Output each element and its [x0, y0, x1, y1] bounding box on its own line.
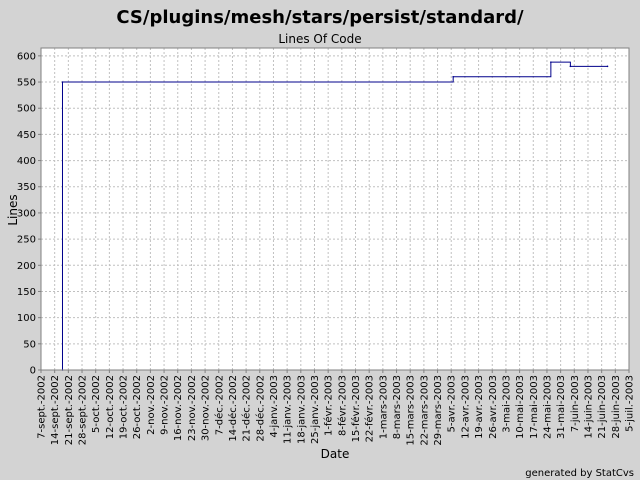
x-tick-label: 10-mai-2003: [515, 375, 526, 439]
x-tick-label: 30-nov.-2002: [201, 375, 212, 441]
y-tick-label: 50: [23, 339, 36, 350]
x-tick-label: 1-févr.-2003: [323, 375, 335, 436]
y-axis-label: Lines: [6, 194, 20, 225]
x-tick-label: 7-sept.-2002: [37, 375, 48, 439]
y-tick-label: 450: [17, 130, 36, 141]
data-point: [452, 75, 454, 78]
y-tick-label: 350: [17, 182, 36, 193]
x-tick-label: 19-avr.-2003: [474, 375, 485, 439]
x-tick-label: 5-avr.-2003: [447, 375, 458, 432]
x-axis: 7-sept.-2002 14-sept.-2002 21-sept.-2002 28…: [37, 370, 636, 446]
x-tick-label: 3-mai-2003: [501, 375, 512, 433]
x-tick-label: 8-mars-2003: [392, 375, 403, 439]
x-tick-label: 15-févr.-2003: [350, 375, 362, 442]
y-tick-label: 600: [17, 51, 36, 62]
x-tick-label: 28-sept.-2002: [78, 375, 89, 445]
x-tick-label: 14-sept.-2002: [50, 375, 61, 445]
x-tick-label: 12-oct.-2002: [105, 375, 116, 439]
y-tick-label: 0: [30, 366, 36, 377]
x-tick-label: 1-mars-2003: [378, 375, 389, 439]
y-tick-label: 300: [17, 208, 36, 219]
generated-by-label: generated by StatCvs: [525, 468, 634, 479]
x-tick-label: 28-déc.-2002: [254, 375, 266, 442]
data-point: [61, 81, 64, 83]
y-tick-label: 550: [17, 78, 36, 89]
data-point: [569, 65, 572, 68]
x-tick-label: 4-janv.-2003: [269, 375, 280, 438]
x-tick-label: 21-sept.-2002: [64, 375, 75, 445]
y-tick-label: 200: [17, 261, 36, 272]
x-tick-label: 14-juin-2003: [583, 375, 594, 439]
x-tick-label: 25-janv.-2003: [310, 375, 321, 444]
x-tick-label: 19-oct.-2002: [119, 375, 130, 439]
x-tick-label: 26-avr.-2003: [488, 375, 499, 439]
data-point: [606, 65, 609, 68]
x-axis-label: Date: [321, 447, 350, 461]
x-tick-label: 21-juin-2003: [597, 375, 608, 439]
x-tick-label: 8-févr.-2003: [336, 375, 348, 436]
y-tick-label: 500: [17, 104, 36, 115]
x-tick-label: 5-oct.-2002: [91, 375, 102, 433]
x-tick-label: 18-janv.-2003: [296, 375, 307, 444]
x-tick-label: 22-mars-2003: [419, 375, 430, 446]
y-tick-label: 100: [17, 313, 36, 324]
x-tick-label: 5-juil.-2003: [625, 375, 636, 432]
x-tick-label: 26-oct.-2002: [132, 375, 143, 439]
x-tick-label: 21-déc.-2002: [241, 375, 253, 442]
data-point: [550, 61, 552, 63]
y-tick-label: 250: [17, 235, 36, 246]
x-tick-label: 24-mai-2003: [542, 375, 553, 439]
x-tick-label: 7-déc.-2002: [213, 375, 225, 435]
x-tick-label: 16-nov.-2002: [173, 375, 184, 441]
series-line: [61, 61, 608, 370]
plot-area: [41, 48, 629, 370]
x-tick-label: 31-mai-2003: [556, 375, 567, 439]
x-tick-label: 22-févr.-2003: [364, 375, 376, 442]
x-tick-label: 14-déc.-2002: [227, 375, 239, 442]
x-tick-label: 28-juin-2003: [611, 375, 622, 439]
plot-frame: [40, 47, 630, 371]
x-tick-label: 12-avr.-2003: [460, 375, 471, 439]
y-axis: 0 50 100 150 200 250 300 350 400 450 500 550 600: [17, 51, 41, 377]
x-tick-label: 2-nov.-2002: [146, 375, 157, 435]
x-tick-label: 23-nov.-2002: [187, 375, 198, 441]
y-tick-label: 150: [17, 287, 36, 298]
x-tick-label: 7-juin-2003: [570, 375, 581, 432]
chart-title: CS/plugins/mesh/stars/persist/standard/: [116, 7, 524, 28]
x-tick-label: 17-mai-2003: [529, 375, 540, 439]
y-tick-label: 400: [17, 156, 36, 167]
x-tick-label: 15-mars-2003: [406, 375, 417, 446]
chart-subtitle: Lines Of Code: [278, 32, 361, 46]
x-tick-label: 29-mars-2003: [433, 375, 444, 446]
x-tick-label: 11-janv.-2003: [283, 375, 294, 444]
x-tick-label: 9-nov.-2002: [160, 375, 171, 435]
